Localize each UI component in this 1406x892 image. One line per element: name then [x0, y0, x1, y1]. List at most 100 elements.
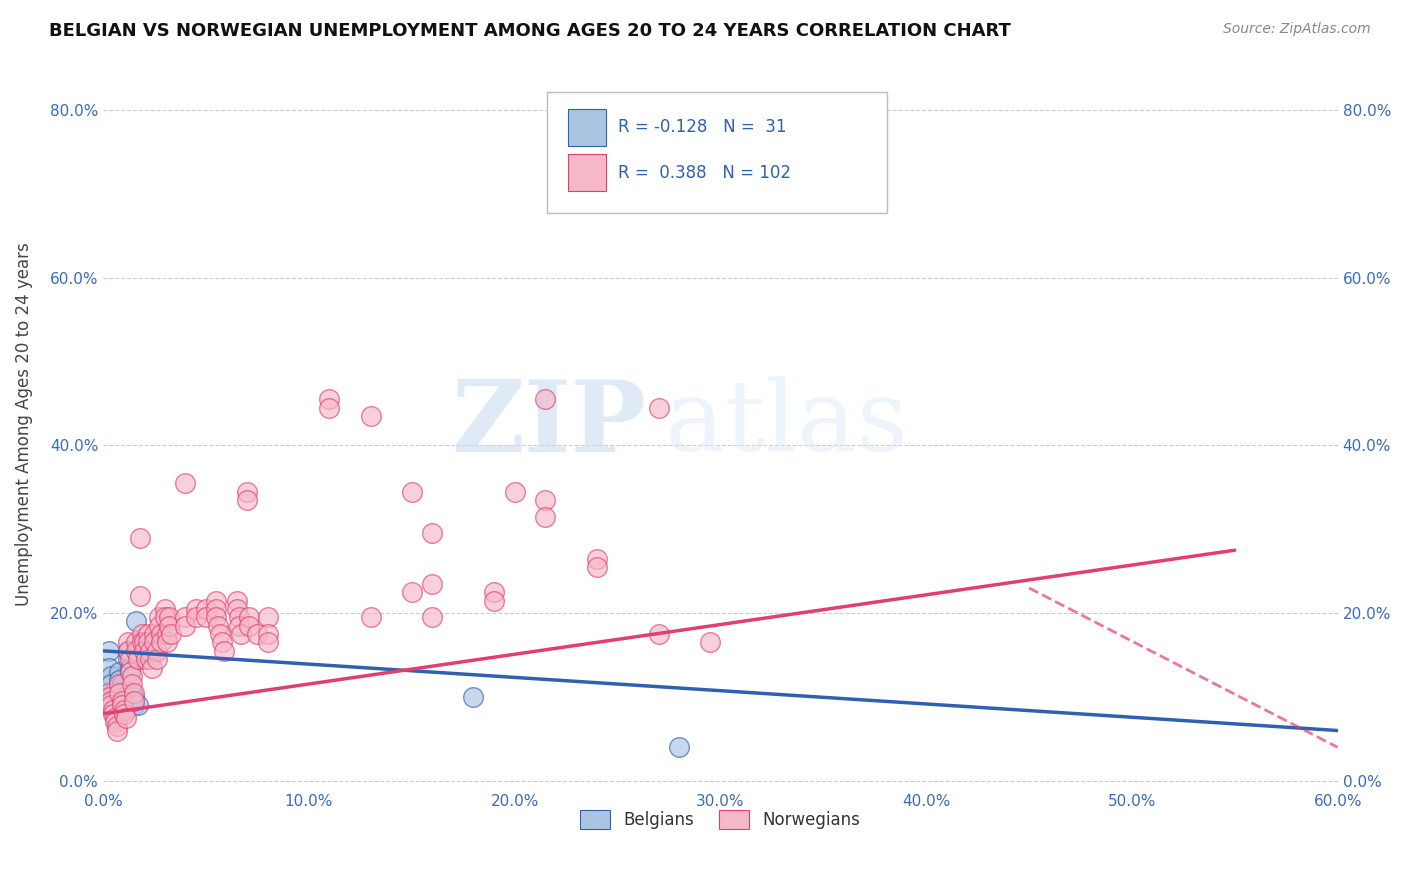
Point — [647, 401, 669, 415]
Point — [98, 660, 121, 674]
Point — [463, 690, 485, 704]
Y-axis label: Unemployment Among Ages 20 to 24 years: Unemployment Among Ages 20 to 24 years — [15, 243, 32, 607]
Point — [318, 392, 340, 407]
Point — [114, 702, 136, 716]
Point — [107, 723, 129, 738]
Point — [236, 492, 259, 507]
Point — [205, 593, 228, 607]
Text: ZIP: ZIP — [451, 376, 647, 473]
Point — [228, 618, 250, 632]
Point — [107, 706, 129, 721]
Point — [117, 635, 139, 649]
Text: BELGIAN VS NORWEGIAN UNEMPLOYMENT AMONG AGES 20 TO 24 YEARS CORRELATION CHART: BELGIAN VS NORWEGIAN UNEMPLOYMENT AMONG … — [49, 22, 1011, 40]
Point — [420, 526, 443, 541]
Point — [131, 627, 153, 641]
Point — [125, 635, 148, 649]
Point — [586, 551, 609, 566]
Text: atlas: atlas — [665, 376, 907, 472]
Point — [98, 644, 121, 658]
Point — [139, 644, 162, 658]
Point — [112, 690, 135, 704]
Point — [238, 618, 260, 632]
Point — [122, 698, 145, 713]
Point — [118, 660, 141, 674]
Point — [157, 610, 180, 624]
Point — [122, 694, 145, 708]
Point — [125, 615, 148, 629]
Point — [100, 698, 122, 713]
Point — [103, 706, 125, 721]
Point — [148, 618, 170, 632]
Point — [122, 686, 145, 700]
Point — [225, 593, 247, 607]
Point — [730, 107, 752, 121]
Point — [118, 665, 141, 679]
Point — [107, 719, 129, 733]
Text: Source: ZipAtlas.com: Source: ZipAtlas.com — [1223, 22, 1371, 37]
Point — [228, 610, 250, 624]
Point — [145, 652, 167, 666]
Point — [122, 690, 145, 704]
Point — [153, 610, 176, 624]
Point — [174, 610, 197, 624]
Point — [156, 627, 179, 641]
Text: R = -0.128   N =  31: R = -0.128 N = 31 — [617, 119, 786, 136]
Point — [136, 635, 159, 649]
Point — [256, 610, 278, 624]
Point — [136, 627, 159, 641]
FancyBboxPatch shape — [568, 109, 606, 145]
Point — [153, 602, 176, 616]
Point — [100, 694, 122, 708]
Point — [121, 686, 143, 700]
Point — [118, 652, 141, 666]
Point — [205, 610, 228, 624]
Point — [534, 392, 557, 407]
Point — [112, 702, 135, 716]
Point — [110, 698, 132, 713]
Point — [100, 677, 122, 691]
Point — [129, 531, 152, 545]
Point — [117, 644, 139, 658]
Point — [108, 686, 131, 700]
Point — [134, 635, 156, 649]
Point — [184, 602, 207, 616]
Point — [420, 610, 443, 624]
Point — [184, 610, 207, 624]
Point — [141, 660, 163, 674]
Point — [236, 484, 259, 499]
Point — [125, 652, 148, 666]
Point — [503, 484, 526, 499]
Point — [211, 635, 233, 649]
Point — [225, 602, 247, 616]
Point — [238, 610, 260, 624]
Point — [103, 702, 125, 716]
Point — [534, 509, 557, 524]
Point — [401, 585, 423, 599]
Point — [256, 635, 278, 649]
Point — [205, 602, 228, 616]
Point — [112, 698, 135, 713]
Point — [134, 644, 156, 658]
Point — [127, 698, 149, 713]
Point — [194, 610, 217, 624]
Point — [699, 635, 721, 649]
Legend: Belgians, Norwegians: Belgians, Norwegians — [574, 803, 868, 836]
Point — [157, 618, 180, 632]
Point — [125, 644, 148, 658]
Point — [98, 690, 121, 704]
Point — [110, 677, 132, 691]
Point — [668, 740, 690, 755]
Point — [482, 593, 505, 607]
Point — [229, 627, 252, 641]
Text: R =  0.388   N = 102: R = 0.388 N = 102 — [617, 164, 790, 182]
Point — [207, 618, 229, 632]
Point — [139, 652, 162, 666]
Point — [129, 590, 152, 604]
Point — [103, 690, 125, 704]
Point — [104, 715, 127, 730]
Point — [100, 669, 122, 683]
Point — [482, 585, 505, 599]
Point — [134, 652, 156, 666]
Point — [103, 686, 125, 700]
Point — [401, 484, 423, 499]
